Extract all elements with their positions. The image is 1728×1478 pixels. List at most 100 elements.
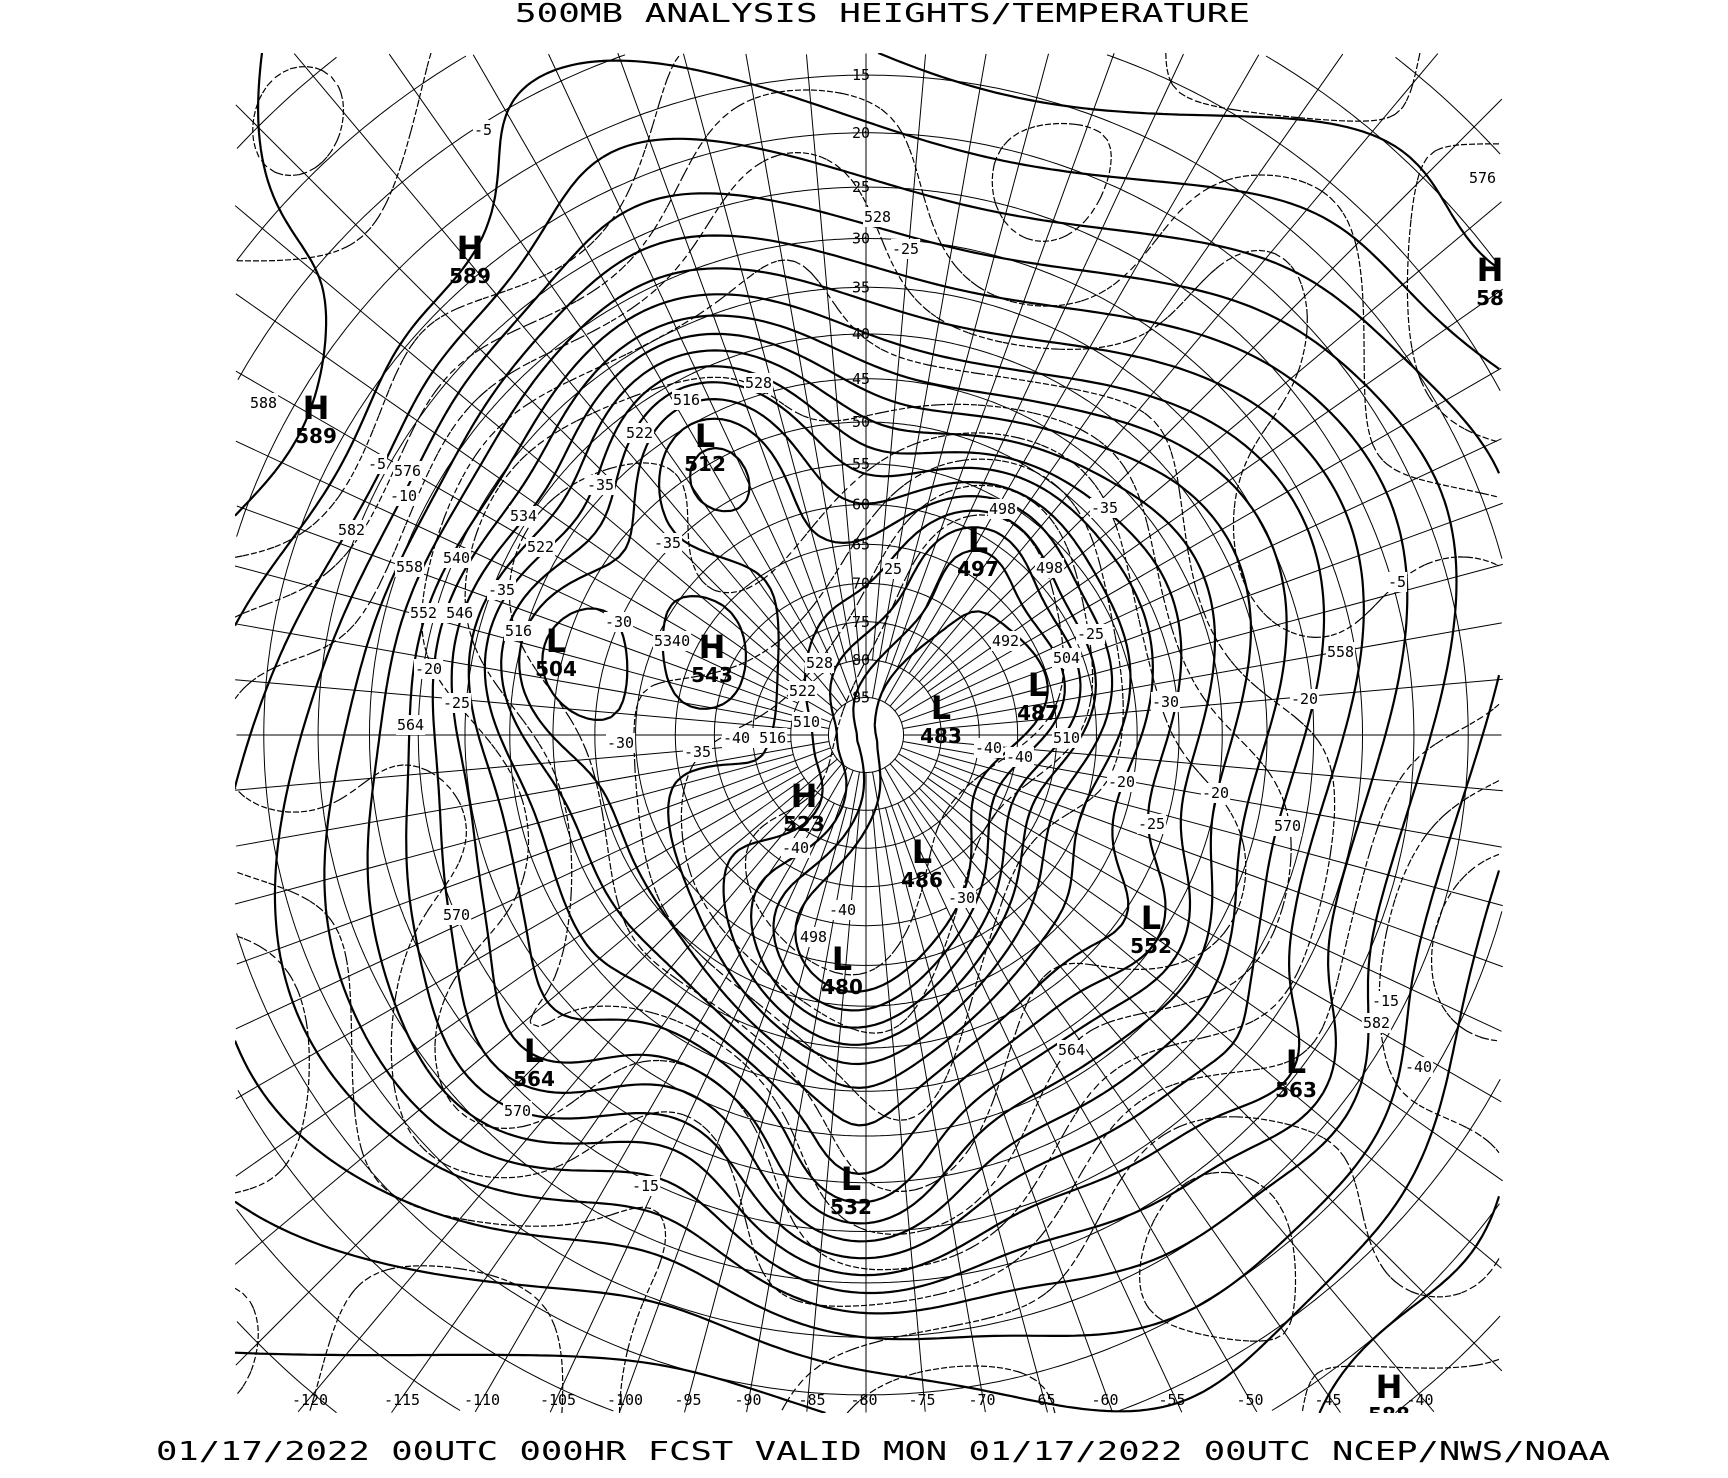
contour-label: 558: [396, 558, 423, 576]
height-contour-582: [235, 53, 1501, 1413]
height-contour-486: [772, 549, 1066, 1012]
meridian-line: [940, 741, 1503, 792]
latitude-label: 75: [852, 613, 870, 631]
longitude-label: -60: [1091, 1391, 1118, 1409]
longitude-label: -50: [1236, 1391, 1263, 1409]
temperature-contour-35-below: [633, 458, 1124, 1121]
contour-label-bg: [389, 486, 419, 506]
contour-label-bg: [1404, 1057, 1434, 1077]
contour-label: 528: [745, 374, 772, 392]
contour-label: -30: [1152, 693, 1179, 711]
meridian-line: [933, 766, 1502, 1032]
contour-label: 570: [443, 906, 470, 924]
height-contour-522: [483, 365, 1183, 1175]
contour-label: -35: [1091, 499, 1118, 517]
low-marker: L: [931, 689, 951, 727]
contour-label: 25: [884, 560, 902, 578]
contour-label-bg: [487, 580, 517, 600]
contour-label: 582: [338, 521, 365, 539]
system-height-value: 589: [449, 264, 491, 288]
contour-layer: [235, 53, 1501, 1413]
contour-label-bg: [1005, 747, 1035, 767]
latitude-label: 50: [852, 413, 870, 431]
contour-label-bg: [586, 475, 616, 495]
height-contour-558: [323, 234, 1409, 1295]
contour-label: -40 516: [723, 729, 786, 747]
meridian-line: [897, 53, 1184, 668]
meridian-line: [908, 53, 1344, 674]
contour-label: -35: [488, 581, 515, 599]
contour-label: 540: [443, 549, 470, 567]
contour-label-bg: [509, 506, 539, 526]
meridian-line: [872, 809, 926, 1412]
meridian-line: [474, 767, 848, 1413]
latitude-label: 30: [852, 229, 870, 247]
contour-label-bg: [722, 728, 788, 748]
meridian-line: [878, 770, 1113, 1412]
latitude-label: 55: [852, 455, 870, 473]
contour-label: -5: [474, 121, 492, 139]
contour-label: -35: [587, 476, 614, 494]
height-contour-516: [500, 381, 1154, 1127]
meridian-line: [746, 771, 860, 1413]
contour-label-bg: [828, 900, 858, 920]
meridian-line: [235, 753, 794, 905]
temperature-contour-15-below: [235, 152, 1500, 1307]
contour-label-bg: [653, 533, 683, 553]
meridian-line: [617, 53, 854, 700]
longitude-label: -40: [1406, 1391, 1433, 1409]
contour-label: -15: [632, 1177, 659, 1195]
meridian-line: [235, 758, 838, 1265]
longitude-label: -75: [908, 1391, 935, 1409]
contour-label: 528: [864, 208, 891, 226]
meridian-line: [927, 288, 1503, 693]
meridian-line: [297, 763, 843, 1413]
system-height-value: 486: [901, 868, 943, 892]
latitude-circle: [236, 56, 1501, 1413]
latitude-label: 60: [852, 496, 870, 514]
valid-time-caption: 01/17/2022 00UTC 000HR FCST VALID MON 01…: [156, 1437, 1610, 1467]
contour-label-bg: [1326, 642, 1356, 662]
contour-label-bg: [625, 423, 655, 443]
temperature-contour-25-below: [464, 376, 1292, 1235]
system-height-value: 480: [821, 975, 863, 999]
latitude-label: 35: [852, 278, 870, 296]
system-height-value: 497: [957, 557, 999, 581]
meridian-line: [940, 678, 1503, 729]
contour-label: -40: [829, 901, 856, 919]
meridian-line: [235, 766, 799, 1030]
contour-label-bg: [863, 207, 893, 227]
meridian-line: [933, 438, 1502, 704]
contour-label: 498: [989, 500, 1016, 518]
contour-label-bg: [409, 603, 475, 623]
contour-label: 498: [800, 928, 827, 946]
meridian-line: [472, 54, 848, 703]
low-marker: L: [832, 940, 852, 978]
low-marker: L: [1028, 666, 1048, 704]
system-height-value: 504: [535, 657, 577, 681]
map-title: 500MB ANALYSIS HEIGHTS/TEMPERATURE: [515, 0, 1250, 29]
contour-label-bg: [1468, 168, 1498, 188]
high-marker: H: [303, 389, 330, 427]
contour-label: -5: [1388, 573, 1406, 591]
contour-label-bg: [442, 905, 472, 925]
contour-label: -40: [782, 839, 809, 857]
high-marker: H: [1376, 1368, 1403, 1406]
system-height-value: 523: [783, 812, 825, 836]
longitude-label: -80: [850, 1391, 877, 1409]
meridian-line: [872, 53, 987, 699]
meridian-line: [682, 53, 848, 663]
contour-label-bg: [337, 520, 367, 540]
system-height-value: 487: [1017, 701, 1059, 725]
height-contour-498: [689, 446, 1097, 1046]
contour-label-bg: [974, 738, 1004, 758]
height-contour-552: [366, 267, 1365, 1277]
contour-label-bg: [781, 838, 811, 858]
meridian-line: [235, 787, 814, 1366]
